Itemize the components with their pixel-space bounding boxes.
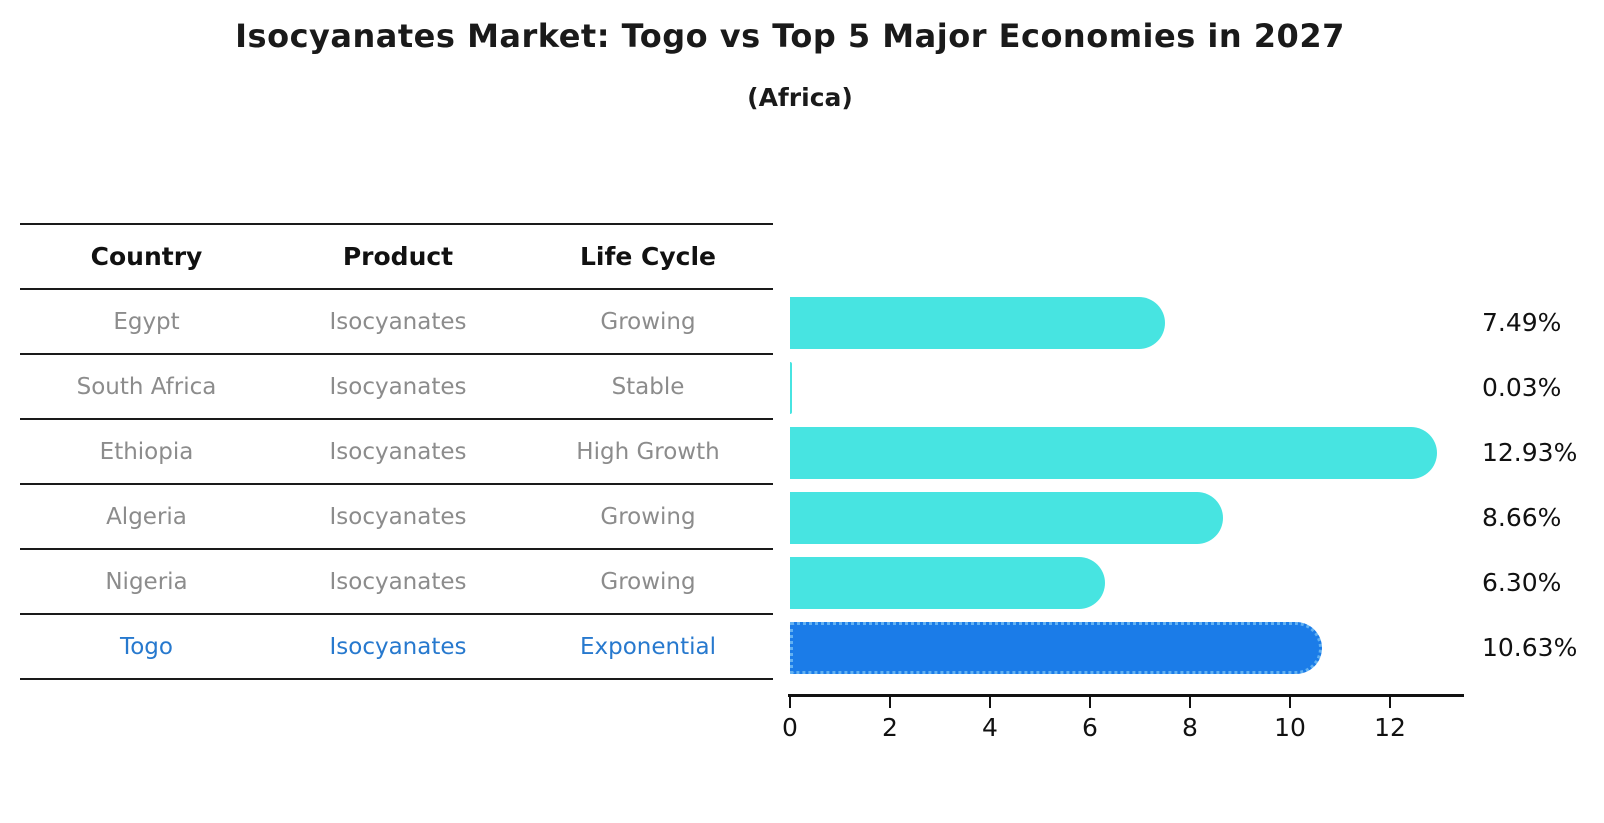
x-tick-4 [989, 697, 991, 708]
cell-country: Egypt [113, 308, 180, 335]
cell-product: Isocyanates [329, 633, 467, 660]
bar-togo [790, 621, 1322, 674]
column-header-product: Product [342, 242, 454, 271]
bar-row-ethiopia [790, 420, 1470, 485]
bar-algeria [790, 491, 1223, 544]
table-row-ethiopia: Ethiopia Isocyanates High Growth [20, 418, 773, 483]
value-row-south-africa: 0.03% [1482, 355, 1602, 420]
table-row-nigeria: Nigeria Isocyanates Growing [20, 548, 773, 613]
value-row-togo: 10.63% [1482, 615, 1602, 680]
country-table: Country Product Life Cycle Egypt Isocyan… [20, 223, 773, 680]
table-row-egypt: Egypt Isocyanates Growing [20, 288, 773, 353]
cell-country: Togo [120, 633, 173, 660]
cell-product: Isocyanates [329, 568, 467, 595]
bar-nigeria [790, 556, 1105, 609]
x-tick-12 [1389, 697, 1391, 708]
cell-product: Isocyanates [329, 373, 467, 400]
cell-product: Isocyanates [329, 503, 467, 530]
x-tick-label-0: 0 [782, 713, 798, 742]
x-tick-label-4: 4 [982, 713, 998, 742]
value-row-egypt: 7.49% [1482, 290, 1602, 355]
value-label-togo: 10.63% [1482, 633, 1578, 662]
bar-egypt [790, 296, 1165, 349]
bar-row-nigeria [790, 550, 1470, 615]
column-header-country: Country [90, 242, 203, 271]
x-tick-label-10: 10 [1274, 713, 1306, 742]
x-tick-0 [789, 697, 791, 708]
chart-subtitle: (Africa) [747, 83, 853, 112]
table-row-togo: Togo Isocyanates Exponential [20, 613, 773, 678]
value-row-ethiopia: 12.93% [1482, 420, 1602, 485]
cell-country: South Africa [76, 373, 217, 400]
x-tick-label-2: 2 [882, 713, 898, 742]
cell-country: Ethiopia [99, 438, 194, 465]
table-row-south-africa: South Africa Isocyanates Stable [20, 353, 773, 418]
value-label-column: 7.49% 0.03% 12.93% 8.66% 6.30% 10.63% [1482, 290, 1602, 680]
value-row-nigeria: 6.30% [1482, 550, 1602, 615]
chart-title: Isocyanates Market: Togo vs Top 5 Major … [235, 17, 1345, 55]
x-tick-8 [1189, 697, 1191, 708]
x-tick-6 [1089, 697, 1091, 708]
x-tick-2 [889, 697, 891, 708]
x-tick-label-8: 8 [1182, 713, 1198, 742]
x-axis: 0 2 4 6 8 10 12 [782, 694, 1464, 742]
table-row-algeria: Algeria Isocyanates Growing [20, 483, 773, 548]
bar-row-egypt [790, 290, 1470, 355]
cell-life-cycle: Exponential [579, 633, 716, 660]
value-label-algeria: 8.66% [1482, 503, 1562, 532]
x-tick-label-12: 12 [1374, 713, 1406, 742]
bar-chart [790, 290, 1470, 680]
bar-row-algeria [790, 485, 1470, 550]
x-tick-label-6: 6 [1082, 713, 1098, 742]
bar-ethiopia [790, 426, 1437, 479]
value-label-south-africa: 0.03% [1482, 373, 1562, 402]
bar-row-togo [790, 615, 1470, 680]
bar-row-south-africa [790, 355, 1470, 420]
value-label-ethiopia: 12.93% [1482, 438, 1578, 467]
x-tick-10 [1289, 697, 1291, 708]
cell-life-cycle: Growing [600, 308, 696, 335]
cell-life-cycle: Stable [611, 373, 685, 400]
cell-country: Algeria [106, 503, 187, 530]
cell-life-cycle: Growing [600, 568, 696, 595]
cell-product: Isocyanates [329, 438, 467, 465]
table-header-row: Country Product Life Cycle [20, 223, 773, 288]
value-label-nigeria: 6.30% [1482, 568, 1562, 597]
value-row-algeria: 8.66% [1482, 485, 1602, 550]
bar-south-africa [790, 361, 792, 414]
cell-country: Nigeria [105, 568, 188, 595]
value-label-egypt: 7.49% [1482, 308, 1562, 337]
cell-life-cycle: High Growth [576, 438, 720, 465]
column-header-life-cycle: Life Cycle [579, 242, 717, 271]
cell-life-cycle: Growing [600, 503, 696, 530]
cell-product: Isocyanates [329, 308, 467, 335]
